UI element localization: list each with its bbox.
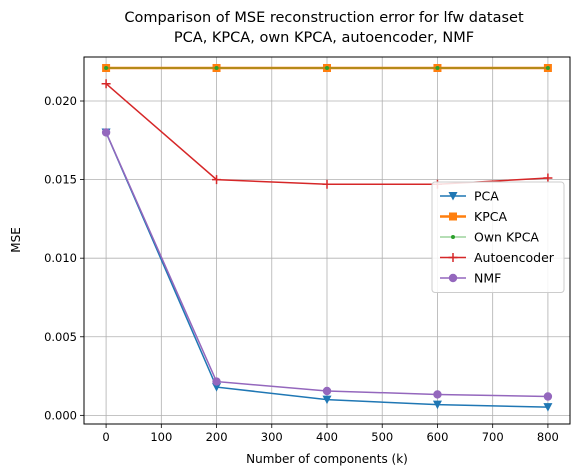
nmf-point bbox=[543, 392, 553, 401]
legend-marker-autoencoder bbox=[448, 253, 458, 262]
series-pca bbox=[101, 128, 553, 412]
nmf-point bbox=[101, 128, 111, 137]
legend-marker-nmf bbox=[448, 273, 458, 283]
autoencoder-point bbox=[101, 79, 111, 89]
pca-point bbox=[322, 395, 332, 405]
own-kpca-point bbox=[214, 66, 219, 71]
x-tick-label: 100 bbox=[150, 430, 172, 444]
autoencoder-point bbox=[212, 175, 222, 185]
pca-point bbox=[432, 400, 442, 410]
x-tick-label: 200 bbox=[206, 430, 228, 444]
nmf-point bbox=[433, 390, 442, 399]
legend-label-kpca: KPCA bbox=[474, 209, 507, 224]
legend-marker-pca bbox=[448, 192, 458, 201]
chart-subtitle: PCA, KPCA, own KPCA, autoencoder, NMF bbox=[174, 30, 474, 46]
series-own-kpca bbox=[104, 66, 550, 71]
own-kpca-point bbox=[104, 66, 109, 71]
legend-label-nmf: NMF bbox=[474, 271, 501, 286]
grid bbox=[84, 57, 570, 424]
autoencoder-point bbox=[543, 173, 553, 183]
legend-label-pca: PCA bbox=[474, 189, 499, 204]
legend-marker-kpca bbox=[449, 212, 457, 221]
y-tick-label: 0.000 bbox=[44, 408, 77, 422]
axis-ticks: 0 100 200 300 400 500 600 700 800 0.000 0.005 0.010… bbox=[44, 94, 559, 444]
x-tick-label: 800 bbox=[537, 430, 559, 444]
y-tick-label: 0.005 bbox=[44, 330, 77, 344]
legend-box bbox=[431, 181, 565, 293]
x-tick-label: 0 bbox=[102, 430, 109, 444]
series-nmf bbox=[101, 128, 553, 401]
own-kpca-point bbox=[325, 66, 329, 71]
nmf-point bbox=[212, 377, 221, 386]
x-tick-label: 700 bbox=[482, 430, 504, 444]
x-tick-label: 400 bbox=[316, 430, 338, 444]
y-tick-label: 0.015 bbox=[44, 173, 77, 187]
plot-frame bbox=[83, 56, 571, 425]
x-axis-label: Number of components (k) bbox=[246, 452, 408, 466]
y-axis-label: MSE bbox=[9, 227, 23, 253]
legend: PCA KPCA Own KPCA Autoencoder NMF bbox=[431, 181, 565, 293]
chart-title: Comparison of MSE reconstruction error f… bbox=[124, 10, 524, 26]
pca-point bbox=[212, 383, 222, 392]
autoencoder-point bbox=[322, 179, 332, 189]
x-tick-label: 300 bbox=[261, 430, 283, 444]
legend-marker-own-kpca bbox=[451, 235, 455, 239]
own-kpca-point bbox=[435, 66, 440, 71]
x-tick-label: 500 bbox=[371, 430, 393, 444]
pca-point bbox=[543, 403, 553, 412]
y-tick-label: 0.020 bbox=[44, 94, 77, 108]
x-tick-label: 600 bbox=[426, 430, 448, 444]
legend-label-autoencoder: Autoencoder bbox=[474, 250, 555, 265]
nmf-point bbox=[322, 386, 332, 396]
y-tick-label: 0.010 bbox=[44, 251, 77, 265]
legend-label-own-kpca: Own KPCA bbox=[474, 230, 539, 245]
own-kpca-point bbox=[545, 66, 550, 71]
